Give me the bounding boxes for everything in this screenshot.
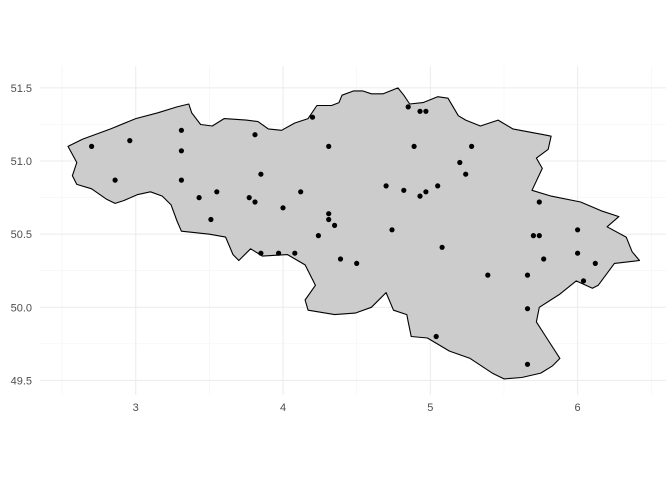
city-point	[439, 244, 445, 250]
country-outline	[67, 87, 641, 380]
x-tick-label: 3	[133, 402, 139, 414]
city-point	[112, 177, 118, 183]
y-axis-tick-labels: 49.5 50.0 50.5 51.0 51.5	[11, 83, 32, 387]
y-tick-label: 51.0	[11, 156, 32, 168]
city-point	[423, 189, 429, 195]
y-tick-label: 51.5	[11, 83, 32, 95]
city-point	[332, 222, 338, 228]
city-point	[337, 256, 344, 262]
city-point	[580, 278, 587, 284]
city-point	[178, 177, 184, 183]
city-point	[196, 195, 202, 201]
city-point	[524, 272, 531, 278]
city-point	[405, 104, 411, 110]
city-point	[417, 193, 423, 199]
city-point	[258, 171, 264, 177]
city-point	[178, 148, 184, 154]
city-point	[463, 171, 469, 177]
city-point	[457, 159, 463, 166]
city-point	[485, 272, 491, 278]
city-point	[411, 143, 417, 149]
city-point	[208, 216, 214, 223]
city-point	[354, 260, 360, 266]
y-tick-label: 50.5	[11, 229, 32, 241]
city-point	[469, 143, 475, 149]
y-tick-label: 50.0	[11, 302, 32, 314]
city-point	[326, 216, 332, 223]
city-point	[127, 138, 133, 144]
city-point	[383, 183, 389, 189]
city-point	[575, 250, 581, 256]
city-point	[315, 233, 321, 239]
city-point	[524, 361, 531, 367]
city-point	[298, 189, 304, 195]
city-point	[417, 108, 423, 114]
city-point	[326, 143, 332, 149]
y-tick-label: 49.5	[11, 375, 32, 387]
city-point	[524, 306, 531, 312]
city-point	[178, 127, 184, 133]
city-point	[401, 187, 407, 193]
city-point	[435, 183, 441, 189]
x-axis-tick-labels: 3 4 5 6	[133, 402, 581, 414]
city-point	[536, 199, 542, 205]
city-point	[433, 333, 439, 340]
city-point	[541, 256, 547, 262]
city-point	[252, 132, 258, 138]
city-point	[292, 250, 298, 256]
x-tick-label: 5	[427, 402, 433, 414]
city-point	[246, 195, 252, 201]
city-point	[423, 108, 429, 114]
city-point	[214, 189, 220, 195]
city-point	[592, 260, 598, 266]
city-point	[276, 250, 282, 256]
city-point	[326, 211, 332, 217]
city-points	[89, 104, 598, 367]
city-point	[309, 114, 316, 120]
x-tick-label: 6	[575, 402, 581, 414]
city-point	[530, 233, 537, 239]
city-point	[280, 205, 286, 211]
x-tick-label: 4	[280, 402, 286, 414]
city-point	[575, 227, 581, 233]
city-point	[536, 233, 542, 239]
city-point	[252, 199, 258, 205]
city-point	[258, 250, 264, 256]
city-point	[89, 143, 95, 149]
city-point	[389, 227, 395, 233]
